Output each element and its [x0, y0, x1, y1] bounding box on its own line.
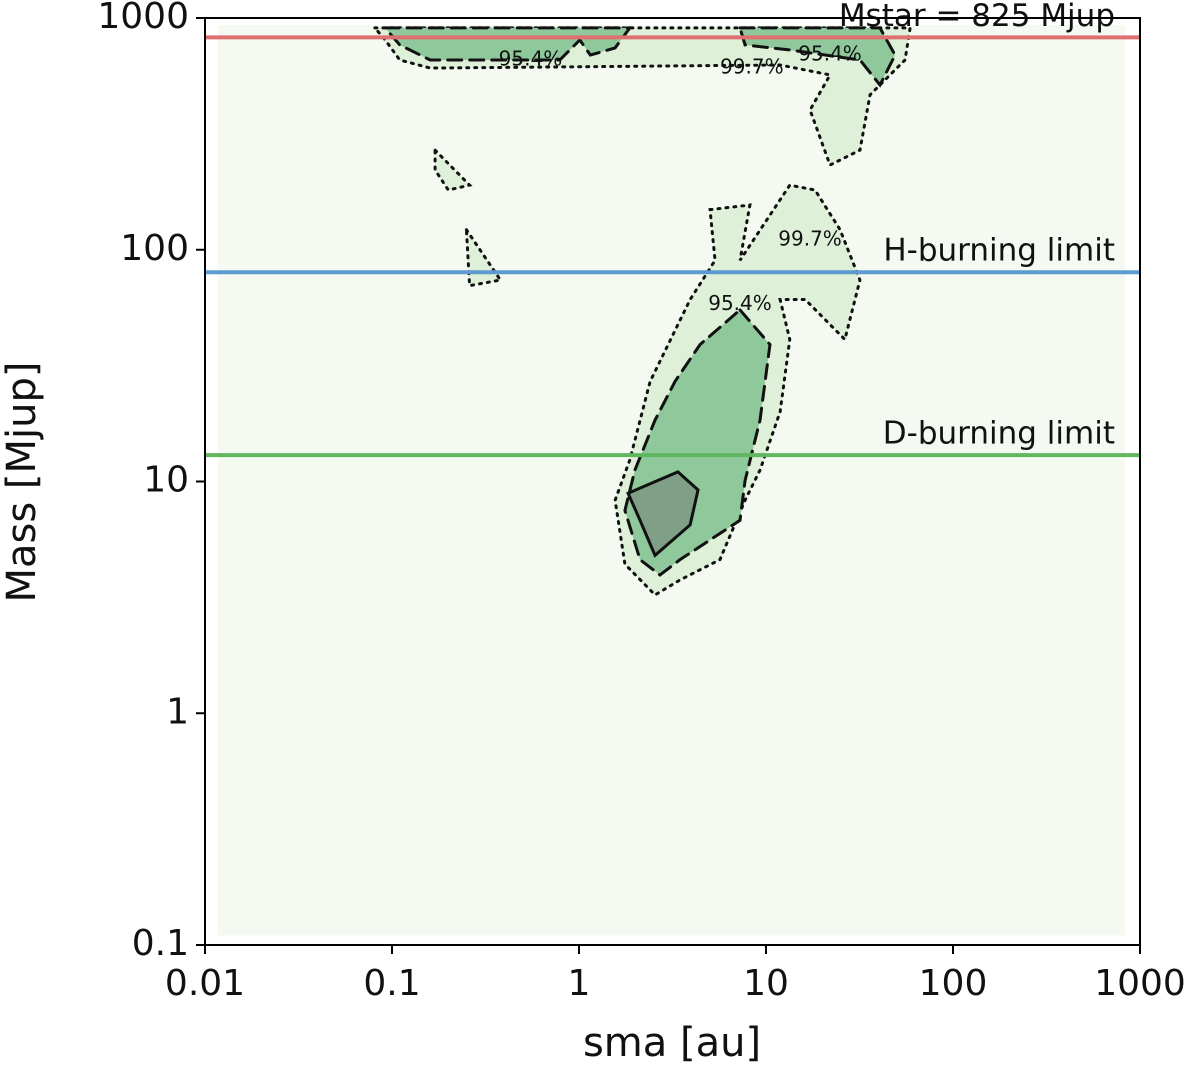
reference-label: Mstar = 825 Mjup — [839, 0, 1115, 34]
x-axis-label: sma [au] — [583, 1020, 761, 1066]
contour-label: 99.7% — [720, 55, 784, 79]
x-tick-label: 0.01 — [165, 963, 245, 1004]
reference-label: H-burning limit — [883, 233, 1115, 269]
contour-region — [626, 470, 700, 558]
y-axis-label: Mass [Mjup] — [0, 362, 45, 603]
contour-label: 95.4% — [798, 42, 862, 66]
contour-region — [737, 26, 897, 88]
x-tick-label: 1000 — [1094, 963, 1186, 1004]
contour-region — [433, 146, 473, 192]
y-tick-label: 1 — [166, 691, 189, 732]
contour-label: 99.7% — [778, 227, 842, 251]
x-tick-label: 0.1 — [363, 963, 420, 1004]
reference-label: D-burning limit — [883, 416, 1115, 452]
contour-region — [371, 26, 912, 168]
y-tick-label: 1000 — [97, 0, 189, 37]
contour-label: 95.4% — [708, 291, 772, 315]
contour-label: 95.4% — [499, 46, 563, 70]
y-tick-label: 100 — [120, 228, 189, 269]
y-tick-label: 10 — [143, 460, 189, 501]
y-tick-label: 0.1 — [132, 923, 189, 964]
x-tick-label: 100 — [919, 963, 988, 1004]
x-tick-label: 10 — [743, 963, 789, 1004]
x-tick-label: 1 — [568, 963, 591, 1004]
